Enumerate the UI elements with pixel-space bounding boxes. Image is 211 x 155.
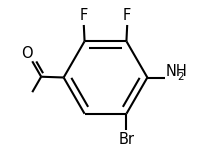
Text: F: F <box>123 8 131 23</box>
Text: Br: Br <box>118 132 134 147</box>
Text: 2: 2 <box>177 72 184 82</box>
Text: O: O <box>21 46 33 60</box>
Text: NH: NH <box>166 64 188 79</box>
Text: F: F <box>80 8 88 23</box>
